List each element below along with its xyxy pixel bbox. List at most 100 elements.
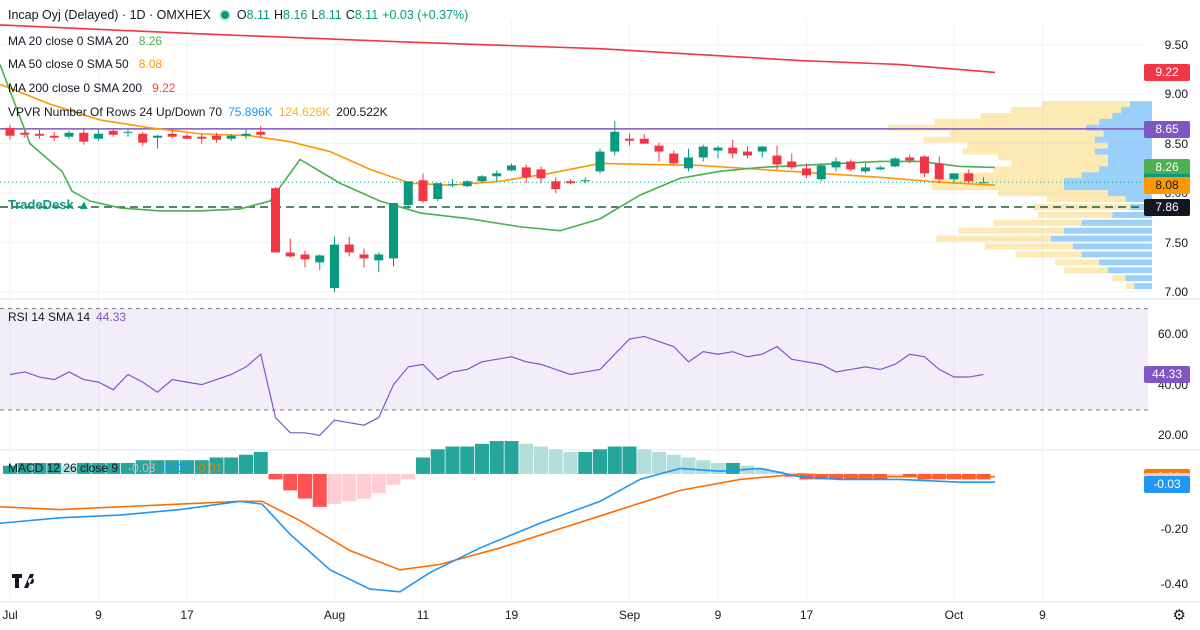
ohlc-change: +0.03 (+0.37%) — [382, 8, 469, 22]
sma50-line — [0, 83, 996, 187]
candle-body — [625, 138, 634, 141]
macd-line — [0, 467, 995, 593]
macd-tick-label: -0.20 — [1160, 521, 1188, 536]
candle-body — [816, 165, 826, 180]
candle-body — [639, 138, 649, 144]
candle-body — [462, 181, 472, 187]
vpvr-up-bar — [932, 178, 1064, 185]
candle-body — [226, 135, 236, 139]
macd-histogram-bar — [253, 452, 268, 474]
vpvr-up-bar — [962, 148, 1095, 155]
vpvr-up-bar — [1064, 267, 1108, 274]
rsi-legend[interactable]: RSI 14 SMA 14 44.33 — [8, 310, 127, 324]
vpvr-down-bar — [1121, 107, 1152, 114]
vpvr-down-bar — [1072, 243, 1152, 250]
macd-signal-line — [0, 473, 995, 571]
ma50-legend[interactable]: MA 50 close 0 SMA 50 8.08 — [8, 57, 163, 71]
vpvr-up-bar — [958, 172, 1082, 179]
price-tick-label: 7.50 — [1164, 235, 1188, 250]
candle-body — [285, 252, 295, 257]
macd-badge: -0.03 — [1144, 475, 1190, 493]
vpvr-down-bar — [1099, 259, 1152, 266]
macd-histogram-bar — [814, 473, 829, 480]
vpvr-up-bar — [1112, 275, 1126, 282]
macd-histogram-bar — [563, 452, 578, 474]
candle-body — [108, 130, 118, 135]
macd-histogram-bar — [121, 462, 135, 474]
vpvr-up-bar — [1011, 107, 1122, 114]
candle-body — [315, 255, 325, 263]
macd-histogram-bar — [150, 460, 165, 474]
candle-body — [330, 244, 339, 289]
price-tick-label: 7.00 — [1164, 285, 1188, 300]
candle-body — [79, 132, 89, 142]
candle-body — [551, 181, 561, 190]
macd-histogram-bar — [209, 457, 224, 474]
macd-histogram-bar — [357, 473, 371, 499]
rsi-line — [9, 335, 984, 436]
candle-body — [979, 182, 988, 184]
tradingview-logo-icon[interactable] — [10, 570, 40, 592]
vpvr-down-bar — [1112, 211, 1152, 218]
candle-body — [153, 135, 162, 138]
macd-histogram-bar — [652, 452, 666, 474]
macd-histogram-bar — [534, 446, 548, 474]
macd-histogram-bar — [696, 460, 711, 474]
sma200-line — [0, 24, 996, 74]
macd-histogram-bar — [17, 462, 32, 474]
time-tick-label: 11 — [416, 608, 430, 622]
vpvr-up-bar — [1046, 196, 1126, 203]
macd-histogram-bar — [430, 449, 445, 474]
tradedesk-label[interactable]: TradeDesk ▲ — [8, 197, 91, 212]
candle-body — [477, 176, 487, 182]
candle-body — [167, 133, 177, 137]
macd-histogram-bar — [416, 457, 430, 474]
macd-histogram-bar — [504, 441, 519, 474]
candle-body — [64, 132, 74, 137]
candle-body — [861, 167, 870, 172]
candle-body — [713, 147, 723, 151]
vpvr-up-bar — [1055, 259, 1100, 266]
settings-gear-icon[interactable]: ⚙ — [1172, 607, 1186, 624]
macd-histogram-bar — [578, 452, 593, 474]
macd-legend[interactable]: MACD 12 26 close 9 -0.03 -0.03 -0.01 — [8, 461, 223, 475]
time-tick-label: 9 — [95, 608, 102, 622]
time-tick-label: Jul — [2, 608, 18, 622]
vpvr-legend[interactable]: VPVR Number Of Rows 24 Up/Down 70 75.896K… — [8, 105, 388, 119]
price-badge: 8.26 — [1144, 159, 1190, 177]
vpvr-up-bar — [888, 124, 1086, 131]
candle-body — [757, 146, 767, 152]
macd-histogram-bar — [135, 460, 150, 474]
macd-histogram-bar — [47, 462, 62, 474]
vpvr-up-bar — [1042, 101, 1130, 108]
price-badge: 8.65 — [1144, 120, 1190, 138]
macd-histogram-bar — [460, 446, 475, 474]
macd-histogram-bar — [298, 473, 312, 499]
vpvr-up-bar — [993, 219, 1082, 226]
sma20-line — [0, 64, 996, 232]
macd-histogram-bar — [711, 462, 725, 474]
ma200-legend[interactable]: MA 200 close 0 SMA 200 9.22 — [8, 81, 176, 95]
candle-body — [20, 132, 30, 135]
candle-body — [949, 173, 959, 180]
time-tick-label: Oct — [944, 608, 964, 622]
vpvr-down-bar — [1130, 101, 1152, 108]
vpvr-up-bar — [967, 142, 1108, 149]
price-tick-label: 9.50 — [1164, 37, 1188, 52]
vpvr-down-bar — [1108, 190, 1152, 197]
ohlc-close: C8.11 — [345, 8, 379, 22]
vpvr-down-bar — [1108, 160, 1152, 167]
vpvr-up-bar — [934, 118, 1100, 125]
candle-body — [580, 180, 590, 182]
vpvr-up-bar — [949, 130, 1104, 137]
macd-histogram-bar — [32, 462, 47, 474]
candle-body — [433, 183, 443, 200]
macd-histogram-bar — [194, 460, 209, 474]
symbol-title[interactable]: Incap Oyj (Delayed) · 1D · OMXHEX — [8, 8, 211, 22]
candle-body — [536, 169, 546, 179]
ma20-legend[interactable]: MA 20 close 0 SMA 20 8.26 — [8, 34, 163, 48]
candle-body — [35, 133, 44, 136]
ohlc-low: L8.11 — [311, 8, 342, 22]
rsi-band — [0, 308, 1148, 410]
